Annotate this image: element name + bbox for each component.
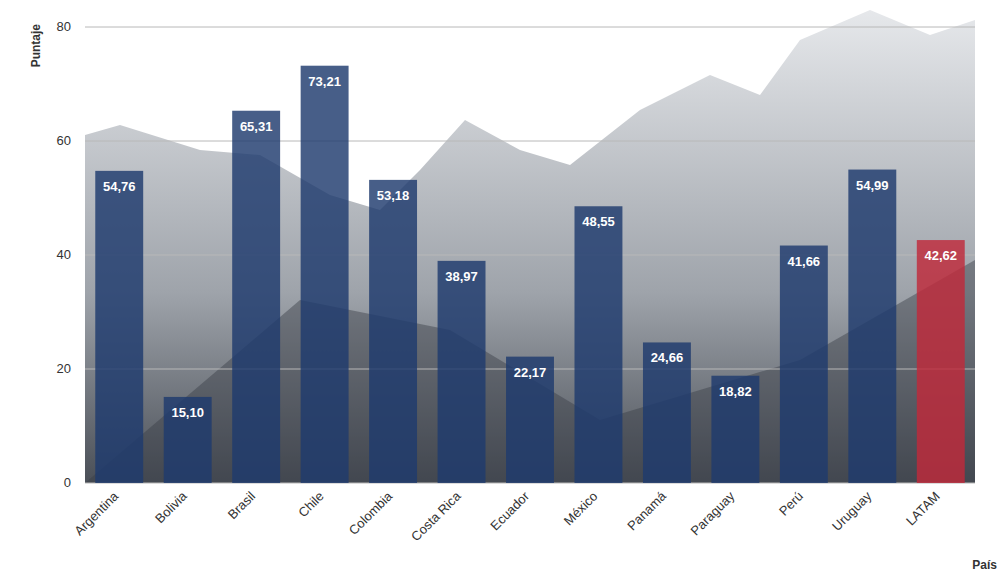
x-tick-label: Bolivia bbox=[152, 488, 190, 526]
bar bbox=[575, 206, 623, 483]
bar bbox=[643, 342, 691, 483]
bar bbox=[780, 246, 828, 483]
x-tick-label: Chile bbox=[295, 489, 327, 521]
background-shadow bbox=[85, 260, 975, 483]
bar bbox=[369, 180, 417, 483]
grid-line bbox=[85, 255, 975, 256]
background-mountains bbox=[85, 10, 975, 483]
x-tick-label: México bbox=[561, 489, 601, 529]
y-tick-label: 0 bbox=[64, 475, 71, 490]
x-axis-title: País bbox=[972, 558, 997, 572]
data-label: 18,82 bbox=[719, 384, 752, 399]
x-tick-label: Brasil bbox=[225, 488, 259, 522]
data-label: 54,76 bbox=[103, 179, 136, 194]
bar bbox=[711, 376, 759, 483]
data-label: 38,97 bbox=[445, 269, 478, 284]
y-axis-title: Puntaje bbox=[29, 24, 43, 68]
x-tick-label: Argentina bbox=[71, 488, 122, 539]
bar bbox=[848, 170, 896, 483]
data-label: 53,18 bbox=[377, 188, 410, 203]
bar bbox=[232, 111, 280, 483]
y-tick-label: 60 bbox=[57, 133, 71, 148]
bar bbox=[95, 171, 143, 483]
y-tick-label: 20 bbox=[57, 361, 71, 376]
data-label: 65,31 bbox=[240, 119, 273, 134]
data-label: 54,99 bbox=[856, 178, 889, 193]
bar bbox=[506, 357, 554, 483]
data-label: 15,10 bbox=[171, 405, 204, 420]
data-label: 73,21 bbox=[308, 74, 341, 89]
data-label: 41,66 bbox=[788, 254, 821, 269]
x-tick-label: Colombia bbox=[346, 488, 396, 538]
bar bbox=[917, 240, 965, 483]
data-label: 24,66 bbox=[651, 350, 684, 365]
x-tick-label: LATAM bbox=[903, 489, 943, 529]
bar bbox=[164, 397, 212, 483]
bars bbox=[95, 66, 964, 483]
chart: 0 20 40 60 80 54,76 15,10 65,31 73,21 53,18 38,97 2… bbox=[0, 0, 1003, 577]
x-tick-label: Uruguay bbox=[829, 488, 875, 534]
x-tick-label: Panamá bbox=[624, 488, 669, 533]
bar bbox=[438, 261, 486, 483]
grid-line bbox=[85, 141, 975, 142]
x-tick-label: Costa Rica bbox=[408, 488, 464, 544]
x-tick-label: Paraguay bbox=[688, 488, 738, 538]
y-tick-label: 80 bbox=[57, 19, 71, 34]
bar bbox=[301, 66, 349, 483]
data-label: 42,62 bbox=[924, 248, 957, 263]
y-tick-label: 40 bbox=[57, 247, 71, 262]
data-label: 48,55 bbox=[582, 214, 615, 229]
x-tick-label: Ecuador bbox=[487, 488, 532, 533]
data-label: 22,17 bbox=[514, 365, 547, 380]
x-tick-label: Perú bbox=[776, 489, 806, 519]
grid-line bbox=[85, 27, 975, 28]
